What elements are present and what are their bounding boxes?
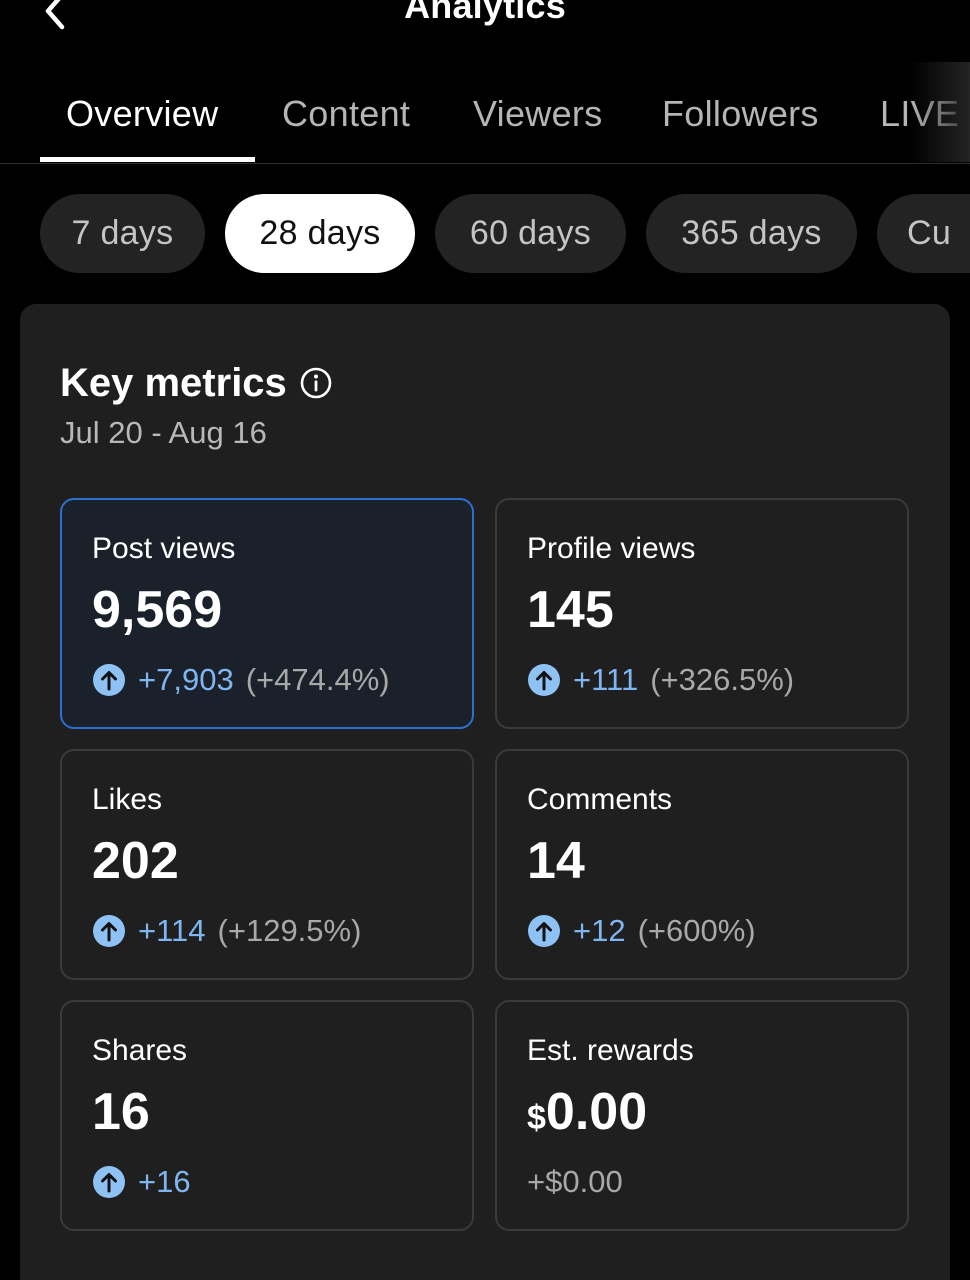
metric-change: +7,903 (+474.4%) xyxy=(92,660,390,700)
metric-value: 9,569 xyxy=(92,581,223,639)
metric-delta: +7,903 xyxy=(138,662,234,697)
metric-value: 14 xyxy=(527,832,585,890)
metric-card-likes[interactable]: Likes 202 +114 (+129.5%) xyxy=(60,749,474,980)
metric-label: Profile views xyxy=(527,532,696,565)
metric-delta: +114 xyxy=(138,913,206,948)
metric-delta: +16 xyxy=(138,1164,191,1199)
metric-label: Likes xyxy=(92,783,163,816)
tabs-fade-overlay xyxy=(910,62,970,162)
metric-percent: (+326.5%) xyxy=(650,662,795,697)
metric-percent: (+129.5%) xyxy=(217,913,362,948)
metric-card-profile-views[interactable]: Profile views 145 +111 (+326.5%) xyxy=(495,498,909,729)
metric-change: +$0.00 xyxy=(527,1162,623,1202)
metric-label: Shares xyxy=(92,1034,188,1067)
period-365-days[interactable]: 365 days xyxy=(646,194,857,273)
tab-overview[interactable]: Overview xyxy=(66,93,219,134)
tab-bar: Overview Content Viewers Followers LIVE xyxy=(0,62,970,164)
metric-delta: +$0.00 xyxy=(527,1164,623,1199)
metric-change: +16 xyxy=(92,1162,191,1202)
period-selector: 7 days 28 days 60 days 365 days Cu xyxy=(0,194,970,274)
tab-followers[interactable]: Followers xyxy=(662,93,819,134)
period-custom[interactable]: Cu xyxy=(877,194,970,273)
metric-change: +12 (+600%) xyxy=(527,911,756,951)
metric-delta: +12 xyxy=(573,913,626,948)
period-60-days[interactable]: 60 days xyxy=(435,194,626,273)
metric-value: 16 xyxy=(92,1083,150,1141)
arrow-up-icon xyxy=(527,663,561,697)
metric-delta: +111 xyxy=(573,662,639,697)
page-title: Analytics xyxy=(404,0,566,26)
arrow-up-icon xyxy=(92,663,126,697)
metric-value: $0.00 xyxy=(527,1082,647,1148)
top-bar: Analytics xyxy=(0,0,970,60)
active-tab-indicator xyxy=(40,157,255,162)
metric-percent: (+474.4%) xyxy=(245,662,390,697)
key-metrics-panel: Key metrics Jul 20 - Aug 16 Post views 9… xyxy=(20,304,950,1280)
metric-label: Post views xyxy=(92,532,236,565)
metric-card-shares[interactable]: Shares 16 +16 xyxy=(60,1000,474,1231)
metric-card-post-views[interactable]: Post views 9,569 +7,903 (+474.4%) xyxy=(60,498,474,729)
metric-change: +111 (+326.5%) xyxy=(527,660,794,700)
period-28-days[interactable]: 28 days xyxy=(225,194,415,273)
section-title: Key metrics xyxy=(60,360,333,406)
metric-change: +114 (+129.5%) xyxy=(92,911,361,951)
arrow-up-icon xyxy=(92,914,126,948)
key-metrics-title: Key metrics xyxy=(60,361,287,405)
tab-content[interactable]: Content xyxy=(282,93,411,134)
currency-symbol: $ xyxy=(527,1099,546,1137)
chevron-left-icon xyxy=(45,0,65,30)
metric-label: Comments xyxy=(527,783,673,816)
metric-value: 145 xyxy=(527,581,614,639)
metric-card-est-rewards[interactable]: Est. rewards $0.00 +$0.00 xyxy=(495,1000,909,1231)
arrow-up-icon xyxy=(527,914,561,948)
back-button[interactable] xyxy=(30,0,80,36)
metric-value: 202 xyxy=(92,832,179,890)
date-range: Jul 20 - Aug 16 xyxy=(60,415,267,450)
tab-viewers[interactable]: Viewers xyxy=(473,93,603,134)
metric-label: Est. rewards xyxy=(527,1034,694,1067)
period-7-days[interactable]: 7 days xyxy=(40,194,205,273)
metric-card-comments[interactable]: Comments 14 +12 (+600%) xyxy=(495,749,909,980)
metric-percent: (+600%) xyxy=(637,913,756,948)
reward-amount: 0.00 xyxy=(545,1083,648,1141)
arrow-up-icon xyxy=(92,1165,126,1199)
info-icon[interactable] xyxy=(299,366,333,400)
